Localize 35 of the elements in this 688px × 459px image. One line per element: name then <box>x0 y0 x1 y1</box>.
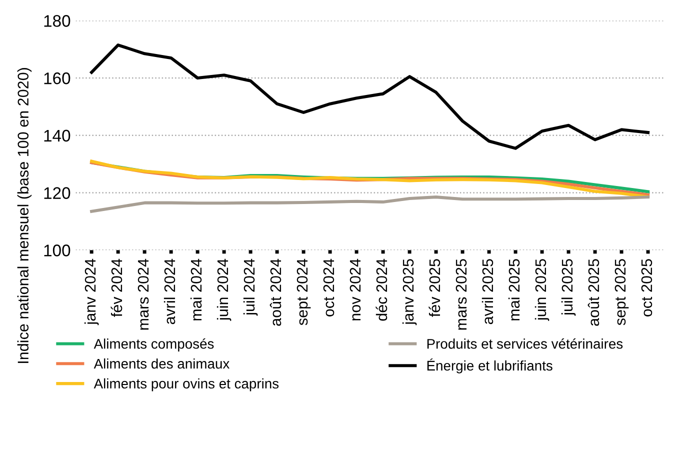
legend-label: Énergie et lubrifiants <box>427 358 552 374</box>
x-tick-label: nov 2024 <box>350 258 361 320</box>
x-tick-label: mai 2025 <box>508 259 520 320</box>
y-tick-label: 180 <box>44 15 70 27</box>
x-tick-label: avril 2025 <box>482 259 494 324</box>
x-tick-label: fév 2024 <box>110 258 122 317</box>
legend-label: Aliments des animaux <box>94 358 230 369</box>
x-tick-label: sept 2025 <box>614 259 629 326</box>
x-tick-label: janv 2025 <box>402 259 417 326</box>
legend-label: Produits et services vétérinaires <box>427 338 623 349</box>
y-axis-title: Indice national mensuel (base 100 en 2020) <box>17 68 32 363</box>
line-series <box>90 196 650 213</box>
legend-label: Aliments pour ovins et caprins <box>94 378 279 392</box>
x-tick-label: août 2024 <box>270 258 282 326</box>
x-tick-label: août 2025 <box>588 259 600 326</box>
line-series <box>90 44 650 150</box>
y-tick-label: 100 <box>44 244 70 256</box>
y-tick-label: 120 <box>44 187 70 199</box>
y-tick-label: 140 <box>44 130 70 142</box>
x-tick-label: fév 2025 <box>428 259 440 317</box>
x-tick-label: janv 2024 <box>84 258 99 326</box>
x-tick-label: oct 2025 <box>641 259 652 316</box>
x-tick-label: sept 2024 <box>296 258 311 326</box>
x-tick-label: oct 2024 <box>323 258 334 316</box>
x-tick-label: juin 2024 <box>216 258 232 321</box>
legend-label: Aliments composés <box>94 338 214 352</box>
x-tick-label: déc 2024 <box>376 258 388 321</box>
x-tick-label: juil 2025 <box>561 259 576 316</box>
x-tick-label: juil 2024 <box>243 258 258 316</box>
x-tick-label: avril 2024 <box>164 258 176 324</box>
x-tick-label: mai 2024 <box>190 258 202 320</box>
x-tick-label: mars 2025 <box>456 259 467 330</box>
x-tick-label: mars 2024 <box>138 258 149 330</box>
x-tick-label: juin 2025 <box>534 259 550 321</box>
y-tick-label: 160 <box>44 72 70 84</box>
